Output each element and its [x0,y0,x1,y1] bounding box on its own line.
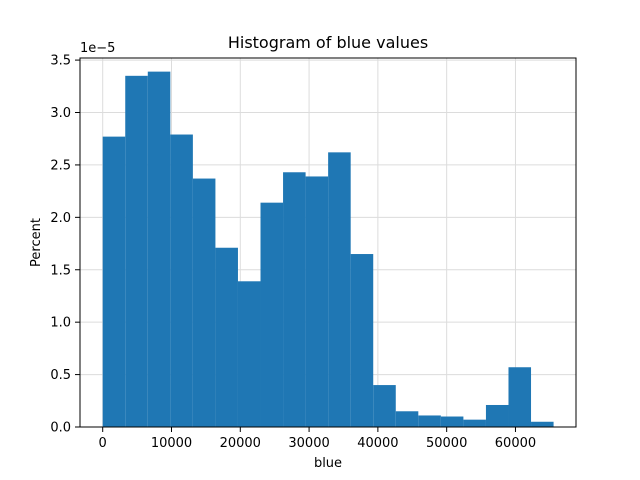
x-axis-ticks: 0 10000 20000 30000 40000 50000 60000 [99,427,536,451]
histogram-bars [102,71,554,428]
histogram-bar [418,415,441,427]
histogram-bar [125,75,148,428]
y-axis-label: Percent [29,218,44,267]
x-tick-label: 50000 [426,436,467,451]
histogram-bar [215,247,238,427]
histogram-bar [463,419,486,427]
y-tick-label: 3.0 [50,106,71,121]
y-tick-label: 1.5 [50,263,71,278]
x-tick-label: 0 [99,436,107,451]
histogram-bar [283,172,306,427]
histogram-bar [305,176,329,427]
y-axis-offset-label: 1e−5 [80,41,115,56]
x-tick-label: 10000 [151,436,192,451]
y-axis-ticks: 0.0 0.5 1.0 1.5 2.0 2.5 3.0 3.5 [50,54,80,436]
y-tick-label: 0.5 [50,368,71,383]
x-axis-label: blue [314,456,342,471]
y-tick-label: 2.0 [50,211,71,226]
histogram-bar [531,421,554,427]
histogram-bar [147,71,171,427]
histogram-bar [395,411,419,427]
histogram-bar [440,416,464,427]
x-tick-label: 20000 [220,436,261,451]
histogram-bar [192,178,216,427]
plot-area-frame [79,57,577,428]
histogram-bar [328,152,351,427]
chart-title: Histogram of blue values [228,33,428,52]
x-tick-label: 60000 [495,436,536,451]
histogram-bar [485,404,509,427]
histogram-bar [102,136,126,427]
x-tick-label: 40000 [357,436,398,451]
y-tick-label: 1.0 [50,316,71,331]
x-tick-label: 30000 [288,436,329,451]
histogram-bar [170,134,193,427]
y-tick-label: 3.5 [50,54,71,69]
y-tick-label: 0.0 [50,421,71,436]
histogram-bar [373,385,396,427]
histogram-bar [508,367,532,427]
y-tick-label: 2.5 [50,158,71,173]
histogram-bar [350,254,374,427]
histogram-bar [260,202,284,427]
histogram-bar [237,281,261,427]
